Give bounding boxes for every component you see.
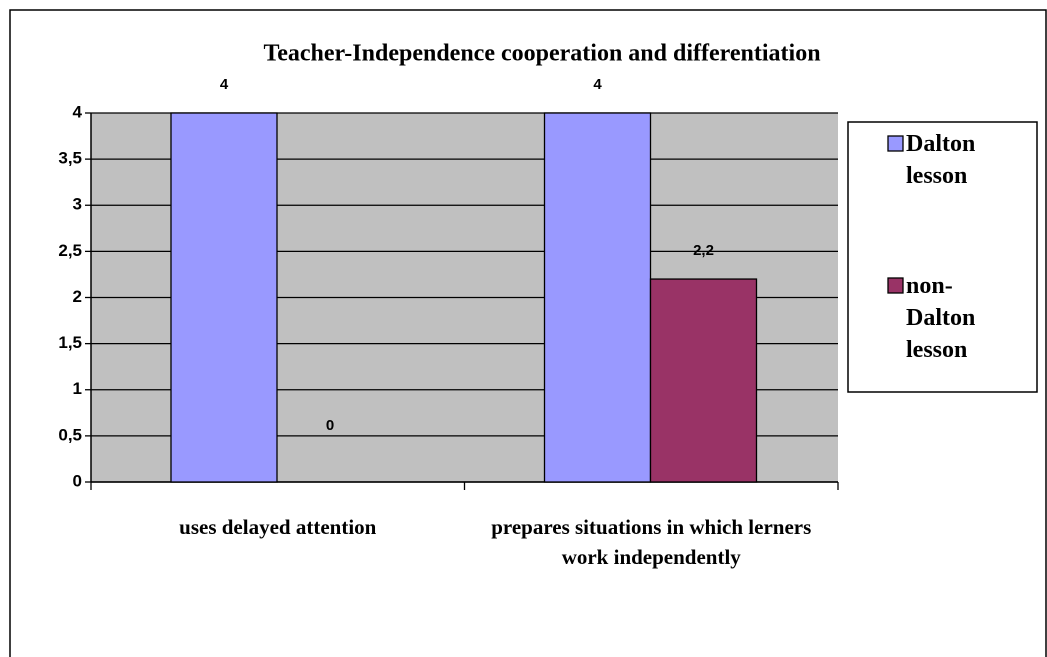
y-tick-label: 2,5 (58, 241, 82, 260)
y-tick-label: 1,5 (58, 333, 82, 352)
y-tick-label: 0 (73, 471, 82, 490)
legend-label: non-Dalton lesson (906, 273, 976, 363)
data-label: 4 (593, 76, 602, 93)
legend-box (847, 121, 1038, 393)
data-label: 4 (220, 76, 229, 93)
y-tick-label: 3 (73, 195, 82, 214)
y-tick-label: 0,5 (58, 425, 82, 444)
bar (543, 112, 652, 483)
legend-swatch (887, 277, 904, 294)
y-tick-label: 2 (73, 287, 82, 306)
y-tick-label: 3,5 (58, 149, 82, 168)
data-label: 0 (326, 417, 334, 434)
legend-label: Dalton lesson (906, 131, 976, 189)
x-tick-label: uses delayed attention (179, 515, 377, 539)
legend-swatch (887, 135, 904, 152)
chart-border (9, 9, 1047, 657)
chart-title: Teacher-Independence cooperation and dif… (263, 41, 820, 67)
y-tick-label: 4 (73, 102, 83, 121)
x-tick-label: prepares situations in which lerners wor… (491, 515, 812, 569)
data-label: 2,2 (693, 242, 714, 259)
y-tick-label: 1 (73, 379, 82, 398)
bar (649, 278, 758, 483)
bar (170, 112, 278, 483)
